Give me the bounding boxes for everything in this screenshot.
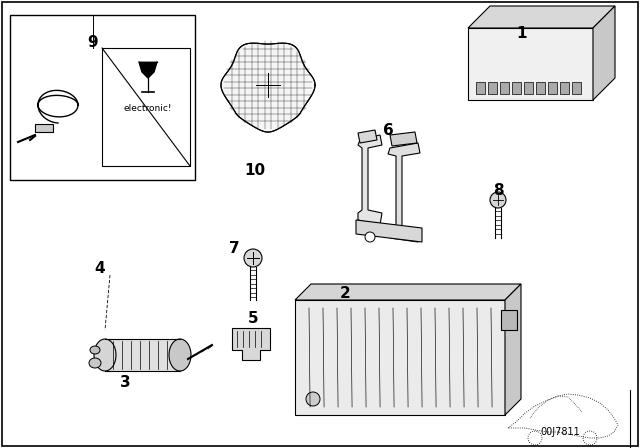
Polygon shape [358, 135, 382, 225]
Polygon shape [501, 310, 517, 330]
Circle shape [490, 192, 506, 208]
Bar [35, 124, 53, 132]
Bar [572, 82, 581, 94]
Text: 1: 1 [516, 26, 527, 40]
Polygon shape [593, 6, 615, 100]
Polygon shape [388, 143, 420, 242]
Bar [476, 82, 485, 94]
Text: electronic!: electronic! [124, 103, 172, 112]
Polygon shape [139, 62, 157, 78]
Text: 2: 2 [340, 285, 350, 301]
Polygon shape [358, 130, 377, 143]
Bar [102, 48, 190, 166]
Ellipse shape [94, 339, 116, 371]
Bar [548, 82, 557, 94]
Polygon shape [232, 328, 270, 360]
Text: 3: 3 [120, 375, 131, 389]
Circle shape [365, 232, 375, 242]
Bar [524, 82, 533, 94]
Text: 5: 5 [248, 310, 259, 326]
Text: 6: 6 [383, 122, 394, 138]
Circle shape [306, 392, 320, 406]
Text: 10: 10 [244, 163, 266, 177]
Bar [560, 82, 569, 94]
Polygon shape [221, 43, 315, 132]
Circle shape [244, 249, 262, 267]
Bar [512, 82, 521, 94]
Bar [105, 339, 180, 371]
Polygon shape [468, 28, 593, 100]
Ellipse shape [169, 339, 191, 371]
Text: 7: 7 [228, 241, 239, 255]
Bar [10, 15, 195, 180]
Bar [500, 82, 509, 94]
Polygon shape [295, 300, 505, 415]
Polygon shape [295, 284, 521, 300]
Ellipse shape [89, 358, 101, 368]
Polygon shape [390, 132, 417, 146]
Ellipse shape [90, 346, 100, 354]
Bar [536, 82, 545, 94]
Text: 9: 9 [88, 34, 99, 49]
Bar [488, 82, 497, 94]
Text: 4: 4 [95, 260, 106, 276]
Polygon shape [505, 284, 521, 415]
Text: 8: 8 [493, 182, 503, 198]
Polygon shape [356, 220, 422, 242]
Polygon shape [468, 6, 615, 28]
Text: 00J7811: 00J7811 [540, 427, 580, 437]
